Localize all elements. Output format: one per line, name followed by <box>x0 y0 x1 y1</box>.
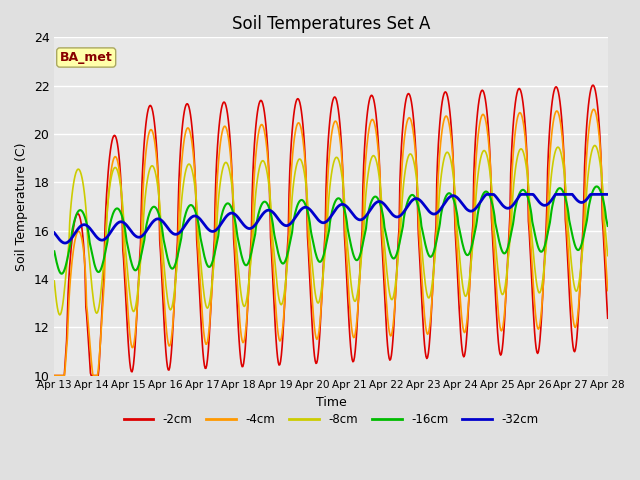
-32cm <box>51 230 58 236</box>
-4cm <box>60 372 68 378</box>
-32cm <box>60 240 68 246</box>
-8cm <box>51 278 58 284</box>
-2cm <box>60 372 68 378</box>
-16cm <box>204 263 211 268</box>
-8cm <box>604 253 612 259</box>
Line: -4cm: -4cm <box>54 109 608 375</box>
-16cm <box>61 265 69 271</box>
X-axis label: Time: Time <box>316 396 346 409</box>
-32cm <box>118 219 126 225</box>
-16cm <box>399 223 407 229</box>
-2cm <box>203 362 211 368</box>
-32cm <box>204 226 211 231</box>
-2cm <box>589 82 597 88</box>
-32cm <box>604 192 612 197</box>
-2cm <box>117 186 125 192</box>
-16cm <box>51 249 58 254</box>
-2cm <box>173 239 181 244</box>
-4cm <box>51 372 58 378</box>
-8cm <box>591 143 598 148</box>
-32cm <box>415 197 423 203</box>
-32cm <box>483 192 491 197</box>
Line: -16cm: -16cm <box>54 186 608 274</box>
Legend: -2cm, -4cm, -8cm, -16cm, -32cm: -2cm, -4cm, -8cm, -16cm, -32cm <box>119 408 543 431</box>
-8cm <box>56 312 63 318</box>
-4cm <box>203 341 211 347</box>
-32cm <box>61 240 69 246</box>
-32cm <box>174 231 182 237</box>
-4cm <box>590 107 598 112</box>
-8cm <box>399 188 407 193</box>
-8cm <box>61 281 69 287</box>
-8cm <box>415 208 423 214</box>
-16cm <box>604 223 612 229</box>
-8cm <box>174 248 182 254</box>
Line: -32cm: -32cm <box>54 194 608 243</box>
-32cm <box>399 210 407 216</box>
-16cm <box>415 207 423 213</box>
Title: Soil Temperatures Set A: Soil Temperatures Set A <box>232 15 430 33</box>
-8cm <box>204 305 211 311</box>
-4cm <box>415 213 422 219</box>
Y-axis label: Soil Temperature (C): Soil Temperature (C) <box>15 142 28 271</box>
-4cm <box>398 161 406 167</box>
-2cm <box>604 315 612 321</box>
-16cm <box>118 213 126 219</box>
Line: -8cm: -8cm <box>54 145 608 315</box>
-4cm <box>117 188 125 193</box>
Line: -2cm: -2cm <box>54 85 608 375</box>
-16cm <box>593 183 601 189</box>
-2cm <box>415 231 422 237</box>
-8cm <box>118 195 126 201</box>
-16cm <box>58 271 66 276</box>
-16cm <box>174 250 182 256</box>
-4cm <box>173 249 181 254</box>
-2cm <box>51 372 58 378</box>
-2cm <box>398 132 406 138</box>
Text: BA_met: BA_met <box>60 51 113 64</box>
-4cm <box>604 288 612 293</box>
